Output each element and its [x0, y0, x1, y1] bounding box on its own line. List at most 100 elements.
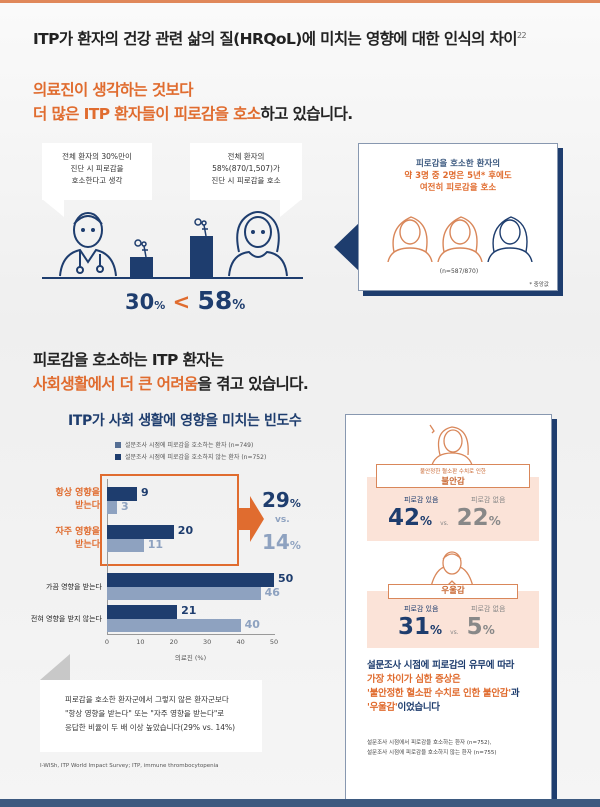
note-line: 피로감을 호소한 환자군에서 그렇지 않은 환자군보다: [65, 695, 229, 704]
box-line3: 여전히 피로감을 호소: [419, 183, 497, 193]
depression-banner: 우울감: [388, 584, 518, 599]
category-label: 가끔 영향을 받는다: [46, 583, 102, 591]
conclusion-highlight: '불안정한 혈소판 수치로 인한 불안감': [367, 688, 511, 699]
bar-fatigue: [107, 525, 174, 539]
category-label: 자주 영향을 받는다: [50, 526, 100, 552]
banner-subtitle: 불안정한 혈소판 수치로 인한: [420, 469, 486, 475]
baseline: [42, 277, 303, 279]
bar-no-fatigue: [107, 539, 144, 552]
tired-figure-icon: [134, 239, 148, 258]
y-axis: [107, 479, 108, 634]
bottom-bar: [0, 799, 600, 807]
unit: %: [488, 514, 501, 528]
unit: %: [420, 514, 433, 528]
legend-swatch: [115, 454, 121, 460]
conclusion-text: 과: [510, 688, 520, 699]
section1-headline: 의료진이 생각하는 것보다 더 많은 ITP 환자들이 피로감을 호소하고 있습…: [33, 78, 353, 126]
with-fatigue-label: 피로감 있음: [404, 496, 439, 504]
top-rule: [0, 0, 600, 3]
comparison-30-vs-58: 30% < 58%: [125, 286, 245, 315]
bar-value-label: 46: [264, 586, 280, 599]
box-line1: 피로감을 호소한 환자의: [415, 159, 501, 169]
x-tick-label: 20: [169, 638, 178, 646]
headline-line1: 의료진이 생각하는 것보다: [33, 81, 193, 99]
doctor-estimate-bar: [130, 257, 153, 277]
vs-label: vs.: [450, 629, 459, 636]
bar-no-fatigue: [107, 501, 118, 514]
bar-value-label: 11: [147, 538, 164, 551]
x-axis: [107, 634, 275, 635]
without-fatigue-value: 22: [456, 505, 489, 531]
conclusion-line1: 설문조사 시점에 피로감의 유무에 따라: [367, 660, 515, 671]
category-text: 항상 영향을 받는다: [55, 488, 100, 511]
bubble-line: 전체 환자의: [227, 152, 265, 161]
bubble-line: 진단 시 피로감을 호소: [211, 176, 281, 185]
headline-line2-rest: 을 겪고 있습니다.: [197, 375, 309, 393]
depression-stat-panel: [367, 591, 539, 648]
category-label: 전혀 영향을 받지 않는다: [30, 615, 102, 623]
headline-line2-rest: 하고 있습니다.: [260, 105, 353, 123]
reference-number: 22: [516, 30, 527, 40]
bar-value-label: 3: [121, 500, 129, 513]
without-fatigue-label: 피로감 없음: [471, 605, 506, 613]
patient-percent: 58: [197, 286, 233, 315]
sample-size-line: 설문조사 시점에 피로감을 호소하지 않는 환자 (n=755): [367, 750, 497, 756]
bar-no-fatigue: [107, 587, 261, 600]
note-line: "항상 영향을 받는다" 또는 "자주 영향을 받는다"로: [65, 709, 225, 718]
anxious-woman-icon: [429, 424, 473, 465]
with-fatigue-label: 피로감 있음: [404, 605, 439, 613]
value: 29: [262, 488, 290, 512]
category-text: 자주 영향을 받는다: [55, 527, 100, 550]
doctor-percent: 30: [125, 290, 155, 314]
arrow-right-icon: [238, 496, 264, 542]
with-fatigue-value: 31: [398, 614, 431, 640]
x-tick-label: 10: [136, 638, 145, 646]
tired-figure-icon: [194, 218, 208, 237]
pointer-triangle: [334, 222, 360, 272]
without-fatigue-value: 5: [466, 614, 483, 640]
category-label: 항상 영향을 받는다: [50, 487, 100, 513]
conclusion-text: 이었습니다: [397, 702, 441, 713]
bubble-tail: [42, 199, 64, 217]
headline-line1: 피로감을 호소하는 ITP 환자는: [33, 351, 224, 369]
x-tick-label: 50: [269, 638, 279, 646]
section2-headline: 피로감을 호소하는 ITP 환자는 사회생활에서 더 큰 어려움을 겪고 있습니…: [33, 348, 309, 396]
without-fatigue-label: 피로감 없음: [471, 496, 506, 504]
unit: %: [289, 539, 301, 552]
bar-value-label: 21: [181, 604, 197, 617]
bar-value-label: 9: [141, 486, 149, 499]
banner-title: 불안감: [441, 477, 465, 487]
bubble-line: 호소한다고 생각: [71, 176, 123, 185]
headline-line2-highlight: 사회생활에서 더 큰 어려움: [33, 375, 198, 393]
unit: %: [232, 298, 246, 313]
bar-fatigue: [107, 487, 138, 501]
bubble-line: 전체 환자의 30%만이: [62, 152, 132, 161]
depression-comparison: 31% vs. 5%: [398, 614, 495, 640]
doctor-speech-bubble: 전체 환자의 30%만이 진단 시 피로감을 호소한다고 생각: [42, 143, 152, 200]
title-text: ITP가 환자의 건강 관련 삶의 질(HRQoL)에 미치는 영향에 대한 인…: [33, 30, 518, 48]
unit: %: [289, 497, 301, 510]
value: 14: [262, 530, 290, 554]
bubble-tail: [280, 199, 302, 217]
five-year-fatigue-box: 피로감을 호소한 환자의 약 3명 중 2명은 5년* 후에도 여전히 피로감을…: [358, 143, 558, 291]
legend-item-no-fatigue: 설문조사 시점에 피로감을 호소하지 않는 환자 (n=752): [115, 452, 266, 461]
footnote: I-WISh, ITP World Impact Survey; ITP, im…: [40, 763, 219, 769]
unit: %: [154, 299, 166, 312]
chart-title: ITP가 사회 생활에 영향을 미치는 빈도수: [68, 413, 302, 429]
bubble-line: 58%(870/1,507)가: [212, 164, 280, 173]
patient-speech-bubble: 전체 환자의 58%(870/1,507)가 진단 시 피로감을 호소: [190, 143, 302, 200]
x-axis-title: 의료진 (%): [174, 654, 207, 662]
symptom-panel: 불안정한 혈소판 수치로 인한 불안감 피로감 있음 피로감 없음 42% vs…: [345, 414, 552, 801]
bar-fatigue: [107, 573, 274, 587]
three-patients-icon: [387, 216, 533, 262]
chart-note-box: 피로감을 호소한 환자군에서 그렇지 않은 환자군보다 "항상 영향을 받는다"…: [40, 680, 262, 752]
conclusion-line2: 가장 차이가 심한 증상은: [367, 674, 461, 685]
legend-swatch: [115, 442, 121, 448]
vs-label: vs.: [275, 515, 290, 525]
patient-icon: [228, 211, 288, 277]
bar-value-label: 40: [244, 618, 260, 631]
page-title: ITP가 환자의 건강 관련 삶의 질(HRQoL)에 미치는 영향에 대한 인…: [33, 27, 527, 49]
legend-item-fatigue: 설문조사 시점에 피로감을 호소하는 환자 (n=749): [115, 440, 253, 449]
unit: %: [430, 623, 443, 637]
box-line2: 약 3명 중 2명은 5년* 후에도: [404, 171, 512, 181]
